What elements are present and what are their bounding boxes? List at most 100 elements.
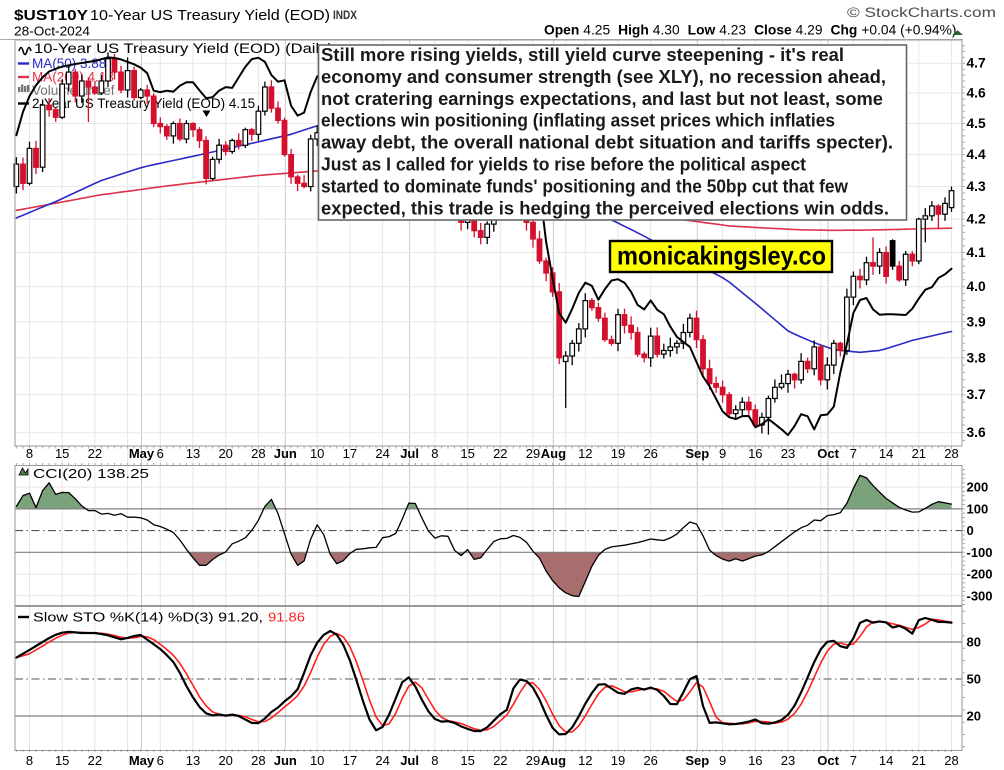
svg-text:Jun: Jun bbox=[274, 753, 297, 768]
svg-text:15: 15 bbox=[460, 753, 474, 768]
svg-text:3.9: 3.9 bbox=[967, 314, 987, 329]
svg-text:28: 28 bbox=[944, 753, 958, 768]
svg-text:15: 15 bbox=[55, 753, 69, 768]
svg-text:8: 8 bbox=[26, 446, 33, 461]
svg-text:17: 17 bbox=[343, 446, 357, 461]
svg-text:21: 21 bbox=[912, 753, 926, 768]
svg-text:20: 20 bbox=[218, 446, 232, 461]
svg-text:13: 13 bbox=[186, 446, 200, 461]
svg-text:15: 15 bbox=[460, 446, 474, 461]
svg-text:0: 0 bbox=[967, 523, 974, 538]
svg-text:May: May bbox=[129, 446, 155, 461]
svg-text:10: 10 bbox=[310, 446, 324, 461]
svg-text:8: 8 bbox=[431, 446, 438, 461]
svg-text:20: 20 bbox=[218, 753, 232, 768]
svg-text:12: 12 bbox=[578, 753, 592, 768]
svg-text:23: 23 bbox=[781, 446, 795, 461]
svg-text:22: 22 bbox=[493, 753, 507, 768]
svg-text:7: 7 bbox=[850, 446, 857, 461]
svg-text:4.5: 4.5 bbox=[967, 116, 987, 131]
svg-text:started to dominate funds' pos: started to dominate funds' positioning a… bbox=[321, 176, 849, 196]
svg-text:8: 8 bbox=[26, 753, 33, 768]
svg-text:monicakingsley.co: monicakingsley.co bbox=[617, 241, 826, 271]
svg-text:away debt, the overall nationa: away debt, the overall national debt sit… bbox=[321, 133, 893, 153]
svg-text:21: 21 bbox=[912, 446, 926, 461]
svg-text:14: 14 bbox=[879, 753, 893, 768]
svg-text:Just as I called for yields to: Just as I called for yields to rise befo… bbox=[321, 155, 806, 175]
svg-text:elections win positioning (inf: elections win positioning (inflating ass… bbox=[321, 111, 835, 131]
svg-text:8: 8 bbox=[431, 753, 438, 768]
svg-text:24: 24 bbox=[375, 446, 389, 461]
svg-text:28-Oct-2024: 28-Oct-2024 bbox=[14, 23, 90, 38]
svg-text:3.6: 3.6 bbox=[967, 425, 987, 440]
svg-text:24: 24 bbox=[375, 753, 389, 768]
svg-text:23: 23 bbox=[781, 753, 795, 768]
svg-text:-100: -100 bbox=[967, 545, 993, 560]
svg-text:4.1: 4.1 bbox=[967, 245, 987, 260]
svg-text:INDX: INDX bbox=[333, 10, 357, 22]
svg-text:12: 12 bbox=[578, 446, 592, 461]
svg-text:14: 14 bbox=[879, 446, 893, 461]
svg-text:9: 9 bbox=[719, 753, 726, 768]
svg-text:15: 15 bbox=[55, 446, 69, 461]
svg-text:9: 9 bbox=[719, 446, 726, 461]
svg-text:© StockCharts.com: © StockCharts.com bbox=[847, 5, 996, 20]
svg-text:not cratering earnings expecta: not cratering earnings expectations, and… bbox=[321, 89, 883, 109]
svg-text:MA(50) 3.88: MA(50) 3.88 bbox=[32, 56, 106, 71]
svg-text:22: 22 bbox=[493, 446, 507, 461]
svg-text:100: 100 bbox=[967, 501, 989, 516]
svg-text:Aug: Aug bbox=[541, 446, 566, 461]
svg-text:26: 26 bbox=[643, 753, 657, 768]
svg-text:10-Year US Treasury Yield (EOD: 10-Year US Treasury Yield (EOD) (Daily) bbox=[34, 41, 333, 56]
svg-text:Sep: Sep bbox=[685, 753, 709, 768]
svg-text:-200: -200 bbox=[967, 567, 993, 582]
svg-text:3.7: 3.7 bbox=[967, 387, 987, 402]
svg-text:Oct: Oct bbox=[817, 753, 839, 768]
svg-text:19: 19 bbox=[611, 753, 625, 768]
svg-text:16: 16 bbox=[748, 446, 762, 461]
svg-text:4.4: 4.4 bbox=[967, 147, 987, 162]
svg-text:Jul: Jul bbox=[400, 446, 419, 461]
svg-text:7: 7 bbox=[850, 753, 857, 768]
svg-text:29: 29 bbox=[526, 446, 540, 461]
svg-text:Sep: Sep bbox=[685, 446, 709, 461]
svg-text:Still more rising yields, stil: Still more rising yields, still yield cu… bbox=[321, 45, 844, 65]
svg-text:May: May bbox=[129, 753, 155, 768]
svg-text:50: 50 bbox=[967, 672, 981, 687]
svg-text:Slow STO %K(14) %D(3) 91.20,: Slow STO %K(14) %D(3) 91.20, bbox=[33, 610, 263, 625]
svg-text:19: 19 bbox=[611, 446, 625, 461]
svg-text:Aug: Aug bbox=[541, 753, 566, 768]
svg-text:$UST10Y: $UST10Y bbox=[14, 7, 88, 24]
svg-text:4.0: 4.0 bbox=[967, 279, 987, 294]
svg-text:4.7: 4.7 bbox=[967, 56, 987, 71]
svg-text:20: 20 bbox=[967, 709, 981, 724]
svg-text:Oct: Oct bbox=[817, 446, 839, 461]
svg-text:economy and consumer strength: economy and consumer strength (see XLY),… bbox=[321, 67, 886, 87]
svg-text:expected, this trade is hedgin: expected, this trade is hedging the perc… bbox=[321, 198, 889, 218]
svg-text:6: 6 bbox=[157, 446, 164, 461]
svg-text:28: 28 bbox=[251, 446, 265, 461]
svg-text:3.8: 3.8 bbox=[967, 350, 987, 365]
svg-text:6: 6 bbox=[157, 753, 164, 768]
svg-text:200: 200 bbox=[967, 480, 989, 495]
svg-text:16: 16 bbox=[748, 753, 762, 768]
svg-text:Jul: Jul bbox=[400, 753, 419, 768]
svg-text:91.86: 91.86 bbox=[268, 610, 305, 625]
svg-text:4.3: 4.3 bbox=[967, 179, 987, 194]
svg-text:10: 10 bbox=[310, 753, 324, 768]
svg-text:4.2: 4.2 bbox=[967, 212, 987, 227]
svg-text:10-Year US Treasury Yield (EOD: 10-Year US Treasury Yield (EOD) bbox=[90, 7, 330, 24]
svg-text:13: 13 bbox=[186, 753, 200, 768]
svg-text:22: 22 bbox=[88, 446, 102, 461]
svg-text:2-Year US Treasury Yield (EOD): 2-Year US Treasury Yield (EOD) 4.15 bbox=[32, 96, 255, 111]
svg-text:CCI(20) 138.25: CCI(20) 138.25 bbox=[33, 466, 149, 481]
svg-text:4.6: 4.6 bbox=[967, 86, 987, 101]
svg-text:28: 28 bbox=[251, 753, 265, 768]
svg-text:28: 28 bbox=[944, 446, 958, 461]
svg-text:26: 26 bbox=[643, 446, 657, 461]
svg-text:29: 29 bbox=[526, 753, 540, 768]
svg-text:17: 17 bbox=[343, 753, 357, 768]
svg-text:22: 22 bbox=[88, 753, 102, 768]
svg-text:-300: -300 bbox=[967, 588, 993, 603]
